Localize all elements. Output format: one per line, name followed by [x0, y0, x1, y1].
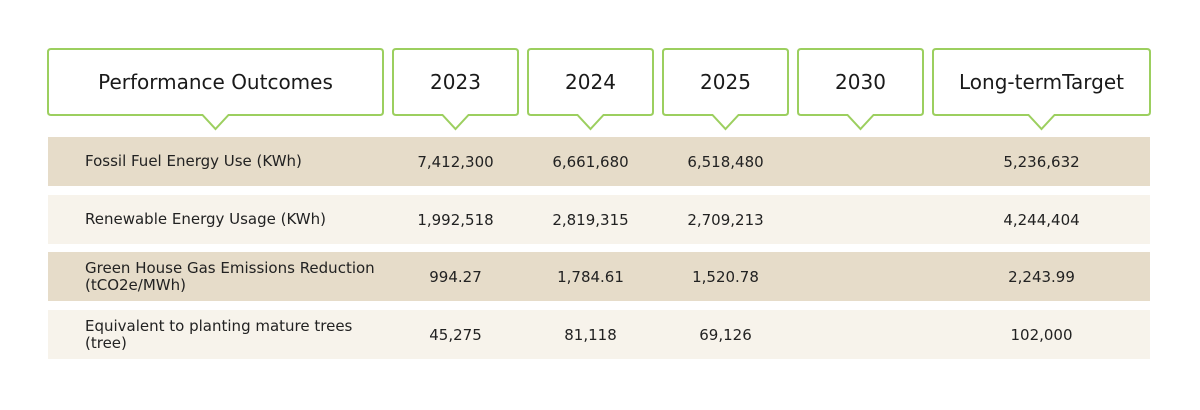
value-cell: 81,118: [564, 325, 617, 344]
value-cell: 6,661,680: [552, 152, 629, 171]
value-cell: 2,709,213: [687, 210, 764, 229]
header-cell: 2030: [835, 70, 886, 94]
header-box: [392, 48, 519, 131]
value-cell: 1,784.61: [557, 267, 624, 286]
value-cell: 7,412,300: [417, 152, 494, 171]
header-cell: 2024: [565, 70, 616, 94]
header-box: [47, 48, 384, 131]
header-cell: 2025: [700, 70, 751, 94]
value-cell: 45,275: [429, 325, 482, 344]
value-cell: 69,126: [699, 325, 752, 344]
header-box: [527, 48, 654, 131]
header-cell: Long-termTarget: [959, 70, 1124, 94]
value-cell: 102,000: [1010, 325, 1073, 344]
value-cell: 994.27: [429, 267, 482, 286]
row-background: [48, 137, 1150, 186]
value-cell: 5,236,632: [1003, 152, 1080, 171]
row-label: Equivalent to planting mature trees (tre…: [85, 316, 353, 352]
row-label: Renewable Energy Usage (KWh): [85, 210, 326, 228]
header-cell: 2023: [430, 70, 481, 94]
value-cell: 2,243.99: [1008, 267, 1075, 286]
header-cell: Performance Outcomes: [98, 70, 333, 94]
header-box: [662, 48, 789, 131]
header-box: [797, 48, 924, 131]
row-label: Green House Gas Emissions Reduction (tCO…: [85, 258, 375, 294]
value-cell: 1,992,518: [417, 210, 494, 229]
row-background: [48, 195, 1150, 244]
row-background: [48, 310, 1150, 359]
value-cell: 1,520.78: [692, 267, 759, 286]
value-cell: 4,244,404: [1003, 210, 1080, 229]
row-label: Fossil Fuel Energy Use (KWh): [85, 152, 302, 170]
row-background: [48, 252, 1150, 301]
header-box: [932, 48, 1151, 131]
value-cell: 6,518,480: [687, 152, 764, 171]
value-cell: 2,819,315: [552, 210, 629, 229]
